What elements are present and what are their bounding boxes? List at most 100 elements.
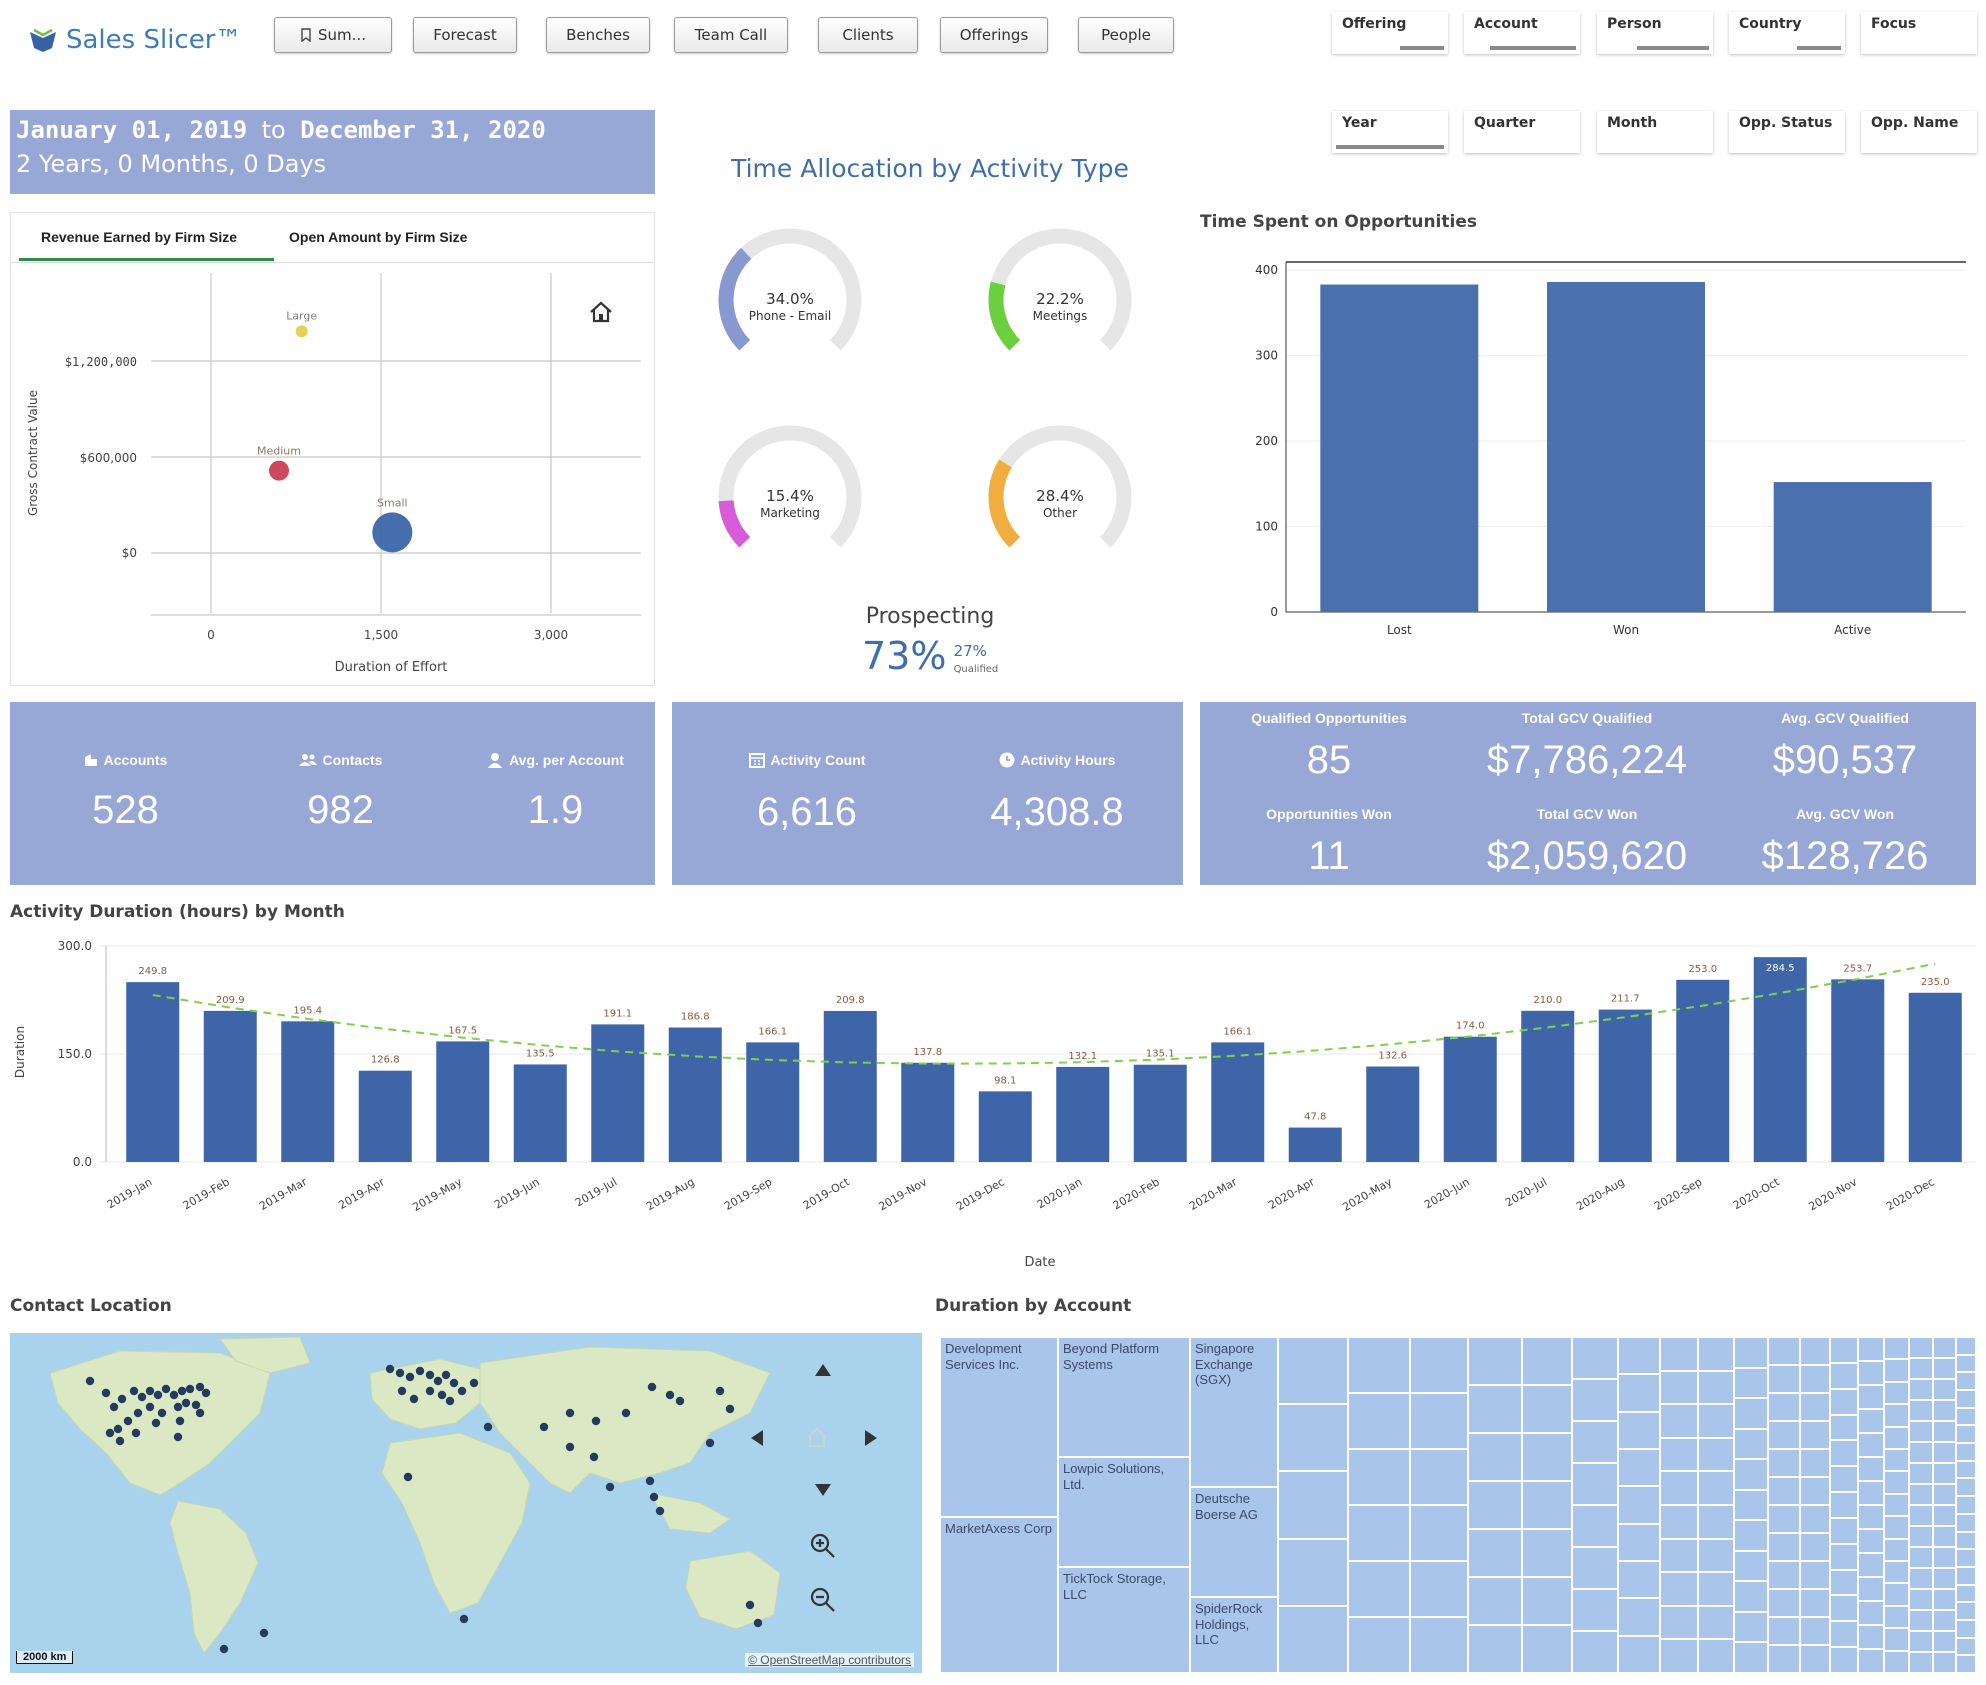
map-pan-down-icon[interactable] <box>814 1483 832 1502</box>
filter-account[interactable]: Account <box>1464 12 1580 54</box>
nav-people-button[interactable]: People <box>1078 17 1174 53</box>
treemap-small-tile[interactable] <box>1468 1385 1522 1433</box>
treemap-small-tile[interactable] <box>1618 1374 1660 1412</box>
treemap-small-tile[interactable] <box>1858 1481 1884 1505</box>
treemap-small-tile[interactable] <box>1800 1477 1830 1505</box>
treemap-small-tile[interactable] <box>1468 1481 1522 1529</box>
treemap-small-tile[interactable] <box>1348 1449 1410 1505</box>
treemap-small-tile[interactable] <box>1660 1370 1698 1405</box>
treemap-small-tile[interactable] <box>1933 1358 1956 1379</box>
treemap-small-tile[interactable] <box>1618 1635 1660 1673</box>
filter-quarter[interactable]: Quarter <box>1464 111 1580 153</box>
treemap-small-tile[interactable] <box>1410 1617 1468 1673</box>
home-icon[interactable] <box>589 301 613 323</box>
filter-month[interactable]: Month <box>1597 111 1713 153</box>
treemap-small-tile[interactable] <box>1618 1486 1660 1524</box>
treemap-small-tile[interactable] <box>1933 1652 1956 1673</box>
treemap-small-tile[interactable] <box>1956 1637 1976 1656</box>
treemap-small-tile[interactable] <box>1858 1337 1884 1361</box>
treemap-tile[interactable]: Singapore Exchange (SGX) <box>1190 1337 1278 1487</box>
treemap-small-tile[interactable] <box>1884 1583 1909 1606</box>
map-pan-right-icon[interactable] <box>864 1429 878 1452</box>
treemap-small-tile[interactable] <box>1734 1459 1768 1490</box>
treemap-small-tile[interactable] <box>1660 1404 1698 1438</box>
treemap-small-tile[interactable] <box>1884 1493 1909 1517</box>
treemap-small-tile[interactable] <box>1956 1584 1976 1603</box>
treemap-small-tile[interactable] <box>1278 1605 1348 1673</box>
treemap-small-tile[interactable] <box>1468 1433 1522 1481</box>
filter-year[interactable]: Year <box>1332 111 1448 153</box>
treemap-small-tile[interactable] <box>1468 1625 1522 1673</box>
treemap-small-tile[interactable] <box>1956 1425 1976 1444</box>
treemap-small-tile[interactable] <box>1858 1553 1884 1577</box>
treemap-small-tile[interactable] <box>1800 1561 1830 1589</box>
treemap-tile[interactable]: Development Services Inc. <box>940 1337 1058 1517</box>
treemap-small-tile[interactable] <box>1768 1449 1800 1477</box>
treemap-small-tile[interactable] <box>1909 1421 1933 1442</box>
treemap-small-tile[interactable] <box>1909 1337 1933 1358</box>
treemap-small-tile[interactable] <box>1884 1561 1909 1584</box>
treemap-small-tile[interactable] <box>1468 1577 1522 1625</box>
treemap-small-tile[interactable] <box>1348 1561 1410 1617</box>
treemap-tile[interactable]: Beyond Platform Systems <box>1058 1337 1190 1457</box>
nav-benches-button[interactable]: Benches <box>546 17 650 53</box>
treemap-small-tile[interactable] <box>1933 1379 1956 1400</box>
treemap-small-tile[interactable] <box>1698 1370 1734 1405</box>
treemap-small-tile[interactable] <box>1933 1505 1956 1526</box>
treemap-small-tile[interactable] <box>1800 1337 1830 1365</box>
filter-focus[interactable]: Focus <box>1861 12 1977 54</box>
treemap-small-tile[interactable] <box>1800 1449 1830 1477</box>
treemap-small-tile[interactable] <box>1956 1407 1976 1426</box>
treemap-small-tile[interactable] <box>1768 1477 1800 1505</box>
nav-clients-button[interactable]: Clients <box>818 17 918 53</box>
treemap-small-tile[interactable] <box>1933 1442 1956 1463</box>
treemap-small-tile[interactable] <box>1933 1589 1956 1610</box>
nav-forecast-button[interactable]: Forecast <box>413 17 517 53</box>
map-pan-left-icon[interactable] <box>750 1429 764 1452</box>
treemap-small-tile[interactable] <box>1909 1589 1933 1610</box>
treemap-small-tile[interactable] <box>1468 1337 1522 1385</box>
treemap-small-tile[interactable] <box>1768 1393 1800 1421</box>
treemap-small-tile[interactable] <box>1884 1404 1909 1427</box>
treemap-small-tile[interactable] <box>1410 1337 1468 1393</box>
treemap-small-tile[interactable] <box>1734 1367 1768 1399</box>
map-attribution[interactable]: © OpenStreetMap contributors <box>745 1653 914 1667</box>
treemap-small-tile[interactable] <box>1278 1538 1348 1606</box>
treemap-small-tile[interactable] <box>1956 1478 1976 1497</box>
treemap-small-tile[interactable] <box>1572 1589 1618 1631</box>
treemap-small-tile[interactable] <box>1698 1437 1734 1472</box>
treemap-small-tile[interactable] <box>1909 1484 1933 1505</box>
treemap-small-tile[interactable] <box>1572 1547 1618 1589</box>
treemap-small-tile[interactable] <box>1933 1400 1956 1421</box>
treemap-small-tile[interactable] <box>1698 1471 1734 1505</box>
treemap-small-tile[interactable] <box>1933 1463 1956 1484</box>
treemap-small-tile[interactable] <box>1768 1589 1800 1617</box>
treemap-small-tile[interactable] <box>1884 1650 1909 1673</box>
treemap-small-tile[interactable] <box>1909 1568 1933 1589</box>
treemap-small-tile[interactable] <box>1956 1460 1976 1479</box>
treemap-small-tile[interactable] <box>1572 1421 1618 1463</box>
treemap-small-tile[interactable] <box>1933 1337 1956 1358</box>
treemap-small-tile[interactable] <box>1830 1569 1858 1596</box>
treemap-small-tile[interactable] <box>1660 1572 1698 1606</box>
treemap-small-tile[interactable] <box>1830 1414 1858 1441</box>
treemap-small-tile[interactable] <box>1909 1505 1933 1526</box>
treemap-small-tile[interactable] <box>1933 1526 1956 1547</box>
treemap-small-tile[interactable] <box>1884 1471 1909 1494</box>
treemap-small-tile[interactable] <box>1884 1516 1909 1539</box>
treemap-small-tile[interactable] <box>1800 1589 1830 1617</box>
treemap-small-tile[interactable] <box>1909 1547 1933 1568</box>
map-zoom-out-icon[interactable] <box>810 1587 836 1618</box>
treemap-small-tile[interactable] <box>1618 1561 1660 1599</box>
treemap-small-tile[interactable] <box>1734 1489 1768 1521</box>
map-home-icon[interactable] <box>806 1427 828 1452</box>
treemap-small-tile[interactable] <box>1884 1381 1909 1405</box>
treemap-small-tile[interactable] <box>1768 1421 1800 1449</box>
treemap-small-tile[interactable] <box>1522 1481 1572 1529</box>
treemap-small-tile[interactable] <box>1956 1655 1976 1673</box>
treemap-small-tile[interactable] <box>1884 1337 1909 1360</box>
treemap-small-tile[interactable] <box>1734 1520 1768 1551</box>
treemap-small-tile[interactable] <box>1278 1404 1348 1472</box>
treemap-small-tile[interactable] <box>1618 1449 1660 1487</box>
treemap-small-tile[interactable] <box>1698 1404 1734 1438</box>
